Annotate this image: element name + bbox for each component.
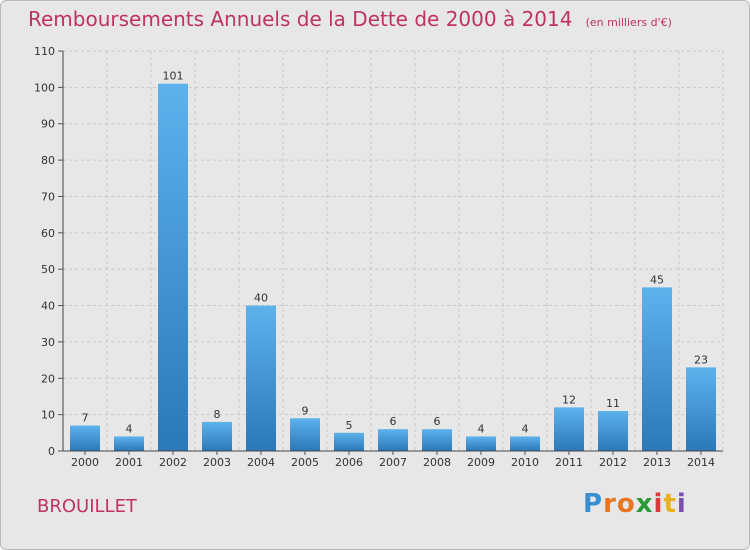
- value-label-2009: 4: [478, 422, 485, 435]
- chart-title-block: Remboursements Annuels de la Dette de 20…: [28, 7, 672, 31]
- y-tick-label: 20: [41, 372, 55, 385]
- y-tick-label: 100: [34, 81, 55, 94]
- x-tick-label-2001: 2001: [115, 456, 143, 469]
- chart-title: Remboursements Annuels de la Dette de 20…: [28, 7, 573, 31]
- value-label-2013: 45: [650, 273, 664, 286]
- bar-2014: [686, 367, 716, 451]
- x-tick-label-2007: 2007: [379, 456, 407, 469]
- bar-2000: [70, 425, 100, 451]
- logo-letter: i: [653, 489, 664, 519]
- x-tick-label-2012: 2012: [599, 456, 627, 469]
- bar-2005: [290, 418, 320, 451]
- x-tick-label-2000: 2000: [71, 456, 99, 469]
- bar-2012: [598, 411, 628, 451]
- value-label-2007: 6: [390, 415, 397, 428]
- y-tick-label: 10: [41, 409, 55, 422]
- y-tick-label: 70: [41, 190, 55, 203]
- y-tick-label: 30: [41, 336, 55, 349]
- y-tick-label: 60: [41, 227, 55, 240]
- x-tick-label-2011: 2011: [555, 456, 583, 469]
- value-label-2012: 11: [606, 397, 620, 410]
- value-label-2001: 4: [126, 422, 133, 435]
- bar-2006: [334, 432, 364, 451]
- bar-2001: [114, 436, 144, 451]
- y-tick-label: 90: [41, 118, 55, 131]
- bar-2009: [466, 436, 496, 451]
- chart-unit: (en milliers d'€): [585, 16, 672, 29]
- x-tick-label-2002: 2002: [159, 456, 187, 469]
- value-label-2004: 40: [254, 292, 268, 305]
- x-tick-label-2003: 2003: [203, 456, 231, 469]
- value-label-2003: 8: [214, 408, 221, 421]
- bar-2003: [202, 421, 232, 451]
- x-tick-label-2010: 2010: [511, 456, 539, 469]
- y-tick-label: 0: [48, 445, 55, 458]
- logo-letter: x: [635, 489, 654, 519]
- bar-2013: [642, 287, 672, 451]
- commune-name: BROUILLET: [37, 496, 137, 517]
- value-label-2006: 5: [346, 419, 353, 432]
- logo-letter: P: [583, 489, 604, 519]
- x-tick-label-2009: 2009: [467, 456, 495, 469]
- bar-2008: [422, 429, 452, 451]
- value-label-2014: 23: [694, 353, 708, 366]
- x-tick-label-2008: 2008: [423, 456, 451, 469]
- bar-2004: [246, 305, 276, 451]
- logo-letter: r: [603, 489, 617, 519]
- x-tick-label-2013: 2013: [643, 456, 671, 469]
- x-tick-label-2006: 2006: [335, 456, 363, 469]
- logo-letter: t: [663, 489, 677, 519]
- value-label-2010: 4: [522, 422, 529, 435]
- value-label-2011: 12: [562, 393, 576, 406]
- x-tick-label-2014: 2014: [687, 456, 715, 469]
- y-tick-label: 80: [41, 154, 55, 167]
- x-tick-label-2005: 2005: [291, 456, 319, 469]
- logo-letter: o: [616, 489, 636, 519]
- value-label-2005: 9: [302, 404, 309, 417]
- value-label-2002: 101: [163, 70, 184, 83]
- value-label-2008: 6: [434, 415, 441, 428]
- y-tick-label: 110: [34, 45, 55, 58]
- y-tick-label: 50: [41, 263, 55, 276]
- x-tick-label-2004: 2004: [247, 456, 275, 469]
- bar-2011: [554, 407, 584, 451]
- y-tick-label: 40: [41, 300, 55, 313]
- proxiti-logo: Proxiti: [583, 489, 687, 519]
- bar-2002: [158, 83, 188, 452]
- bar-2007: [378, 429, 408, 451]
- value-label-2000: 7: [82, 412, 89, 425]
- bar-2010: [510, 436, 540, 451]
- logo-letter: i: [676, 489, 687, 519]
